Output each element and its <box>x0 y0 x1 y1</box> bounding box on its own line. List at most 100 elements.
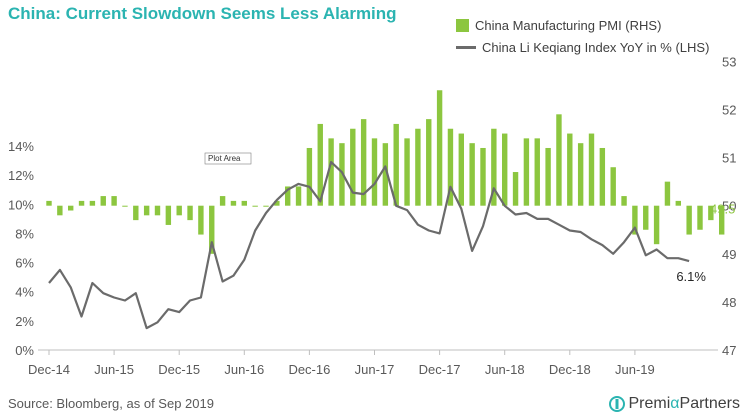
pmi-bar <box>382 143 389 206</box>
logo-text-b: α <box>670 395 680 412</box>
pmi-bar <box>133 205 139 221</box>
pmi-bar <box>306 147 313 206</box>
pmi-bar <box>219 196 226 206</box>
y-right-tick-label: 51 <box>722 151 736 166</box>
lki-line <box>48 160 690 330</box>
pmi-bar <box>588 133 595 206</box>
pmi-bar <box>317 123 323 206</box>
pmi-bar <box>165 205 172 225</box>
x-tick-label: Jun-15 <box>94 362 134 377</box>
logo-text-a: Premi <box>628 395 671 412</box>
pmi-bar <box>469 143 475 206</box>
pmi-bar <box>502 133 508 206</box>
pmi-bar <box>122 205 128 207</box>
y-right-tick-label: 53 <box>722 54 736 69</box>
pmi-bar <box>512 172 519 206</box>
pmi-bar <box>447 128 454 206</box>
y-left-tick-label: 4% <box>15 285 34 300</box>
y-left-tick-label: 8% <box>15 226 34 241</box>
pmi-bar <box>371 138 378 206</box>
x-tick-label: Jun-16 <box>224 362 264 377</box>
legend-label-lki: China Li Keqiang Index YoY in % (LHS) <box>482 39 710 55</box>
pmi-bar <box>632 205 638 235</box>
pmi-bar <box>393 123 399 206</box>
legend-item-lki: China Li Keqiang Index YoY in % (LHS) <box>456 36 709 58</box>
pmi-bar <box>643 205 649 230</box>
plot-area-tooltip-box <box>204 152 252 165</box>
pmi-bar <box>426 119 432 206</box>
x-tick-label: Jun-18 <box>485 362 525 377</box>
x-tick-label: Dec-16 <box>288 362 330 377</box>
y-left-tick-label: 14% <box>8 139 34 154</box>
y-left-tick-label: 0% <box>15 343 34 358</box>
pmi-bar <box>230 200 237 206</box>
pmi-bar <box>295 186 302 206</box>
pmi-bar <box>46 200 52 206</box>
pmi-bar <box>621 196 627 206</box>
pmi-bar <box>436 90 443 206</box>
pmi-bar <box>610 167 616 206</box>
pmi-bar <box>404 138 410 206</box>
pmi-bar <box>719 205 725 235</box>
pmi-bar <box>328 138 334 206</box>
pmi-bar <box>154 205 161 216</box>
y-right-tick-label: 48 <box>722 295 736 310</box>
legend-label-pmi: China Manufacturing PMI (RHS) <box>475 17 662 33</box>
pmi-bar <box>198 205 204 235</box>
pmi-bar <box>523 138 530 206</box>
pmi-bar <box>708 205 714 221</box>
pmi-bar <box>675 200 681 206</box>
x-tick-label: Dec-18 <box>549 362 591 377</box>
pmi-bar <box>458 133 464 206</box>
pmi-bar <box>241 200 247 206</box>
pmi-bar <box>68 205 74 211</box>
premia-partners-logo: Premi α Partners <box>608 395 740 413</box>
y-left-tick-label: 10% <box>8 197 34 212</box>
pmi-bar <box>100 196 106 206</box>
pmi-bar <box>57 205 63 216</box>
source-note: Source: Bloomberg, as of Sep 2019 <box>8 396 214 411</box>
annotation-pmi-last: 49.5 <box>710 202 735 217</box>
pmi-bar <box>567 133 573 206</box>
pmi-bar <box>697 205 703 230</box>
pmi-bar <box>360 119 367 206</box>
pmi-bar <box>577 143 584 206</box>
pmi-bar <box>274 200 280 206</box>
y-left-tick-label: 12% <box>8 168 34 183</box>
y-left-tick-label: 2% <box>15 314 34 329</box>
legend-swatch-pmi <box>456 18 469 32</box>
chart-title: China: Current Slowdown Seems Less Alarm… <box>8 4 397 23</box>
x-tick-label: Jun-17 <box>355 362 395 377</box>
legend-swatch-lki <box>456 45 476 49</box>
y-right-tick-label: 50 <box>722 199 736 214</box>
pmi-bar <box>187 205 193 221</box>
pmi-bar <box>491 128 497 206</box>
y-right-tick-label: 49 <box>722 247 736 262</box>
pmi-bar <box>415 128 421 206</box>
pmi-bar <box>653 205 660 245</box>
pmi-bar <box>285 186 291 206</box>
pmi-bar <box>78 200 85 206</box>
pmi-bar <box>556 114 562 206</box>
pmi-bar <box>209 205 215 254</box>
pmi-bar <box>664 181 671 206</box>
legend: China Manufacturing PMI (RHS) China Li K… <box>456 14 709 58</box>
x-tick-label: Dec-14 <box>28 362 70 377</box>
pmi-bar <box>111 196 117 206</box>
y-right-tick-label: 47 <box>722 343 736 358</box>
pmi-bar <box>599 147 606 206</box>
y-left-tick-label: 6% <box>15 256 34 271</box>
legend-item-pmi: China Manufacturing PMI (RHS) <box>456 14 709 36</box>
y-right-tick-label: 52 <box>722 103 736 118</box>
annotation-lki-last: 6.1% <box>676 269 706 284</box>
pmi-bar <box>534 138 540 206</box>
plot-area-tooltip-label: Plot Area <box>208 154 241 163</box>
x-tick-label: Jun-19 <box>615 362 655 377</box>
pmi-bar <box>350 128 356 206</box>
pmi-bar <box>143 205 150 216</box>
x-tick-label: Dec-15 <box>158 362 200 377</box>
pmi-bar <box>176 205 182 216</box>
pmi-bar <box>252 205 258 207</box>
pmi-bar <box>89 200 96 206</box>
